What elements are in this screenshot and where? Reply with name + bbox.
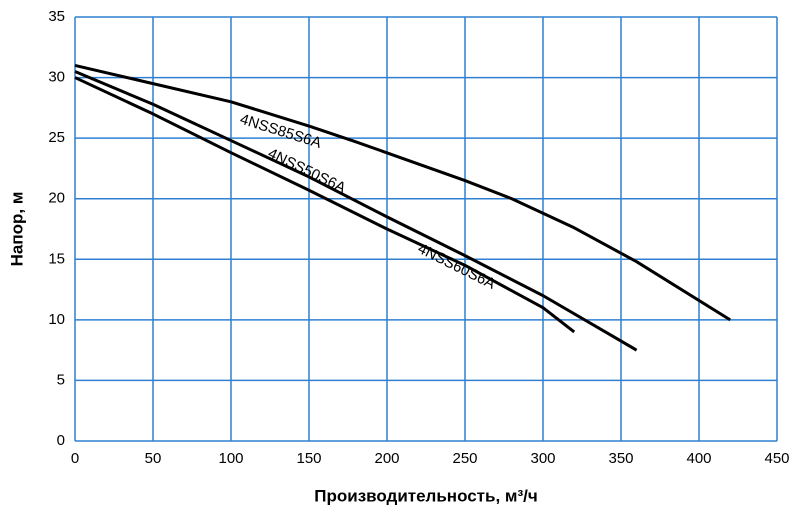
y-tick-label: 35 [48, 8, 65, 25]
x-tick-label: 0 [71, 450, 79, 467]
series-line [74, 63, 731, 322]
x-tick-label: 250 [452, 450, 477, 467]
y-tick-label: 25 [48, 129, 65, 146]
y-tick-label: 30 [48, 69, 65, 86]
x-tick-label: 200 [374, 450, 399, 467]
y-tick-label: 15 [48, 250, 65, 267]
x-tick-label: 350 [608, 450, 633, 467]
y-tick-label: 0 [57, 432, 65, 449]
series-line [74, 76, 576, 334]
y-tick-label: 5 [57, 371, 65, 388]
x-tick-label: 50 [145, 450, 162, 467]
series-line [74, 70, 638, 352]
y-axis-title: Напор, м [7, 192, 26, 267]
y-tick-label: 10 [48, 311, 65, 328]
x-tick-label: 100 [218, 450, 243, 467]
y-tick-label: 20 [48, 190, 65, 207]
x-tick-label: 400 [686, 450, 711, 467]
x-axis-title: Производительность, м³/ч [314, 486, 537, 505]
x-tick-label: 450 [764, 450, 789, 467]
x-tick-label: 150 [296, 450, 321, 467]
x-tick-label: 300 [530, 450, 555, 467]
